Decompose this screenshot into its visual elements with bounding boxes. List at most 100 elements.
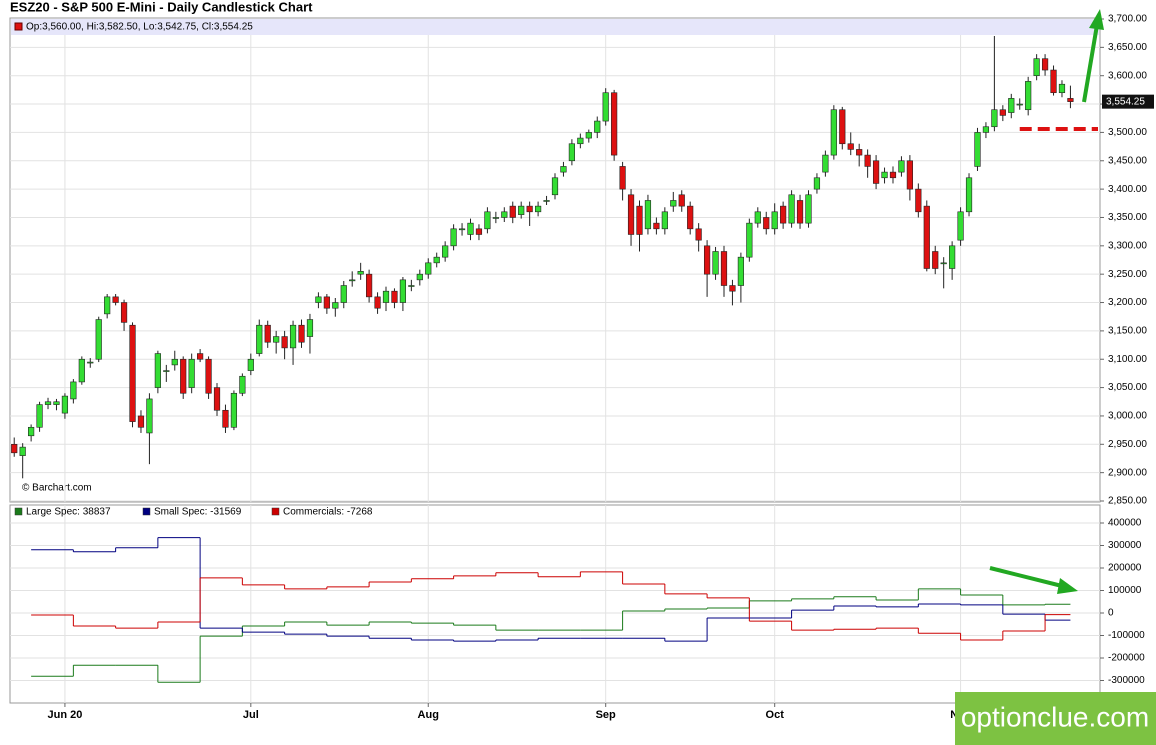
y-tick-label: -300000: [1108, 675, 1145, 686]
candle-body: [1058, 83, 1066, 94]
candle-body: [526, 205, 533, 213]
candle-body: [847, 143, 854, 150]
candle-body: [670, 200, 677, 207]
chart-title: ESZ20 - S&P 500 E-Mini - Daily Candlesti…: [10, 0, 313, 14]
candle-body: [70, 381, 77, 400]
candle-body: [999, 109, 1006, 116]
candle-body: [112, 296, 119, 303]
candle-body: [949, 245, 956, 269]
candle-body: [1033, 58, 1040, 77]
candle-body: [281, 336, 288, 349]
candle-body: [95, 319, 102, 360]
candle-body: [87, 361, 94, 364]
y-tick-label: 0: [1108, 608, 1114, 619]
candle-body: [180, 358, 187, 394]
y-tick-label: 400000: [1108, 518, 1142, 529]
candle-body: [856, 149, 863, 156]
candle-body: [205, 358, 212, 394]
candle-body: [543, 200, 550, 202]
candle-body: [1041, 58, 1049, 71]
legend-label: Small Spec: -31569: [154, 507, 242, 518]
candle-body: [78, 358, 85, 383]
candle-body: [864, 154, 871, 167]
candle-body: [754, 211, 761, 224]
candle-body: [813, 177, 821, 190]
y-tick-label: 3,500.00: [1108, 127, 1147, 138]
candle-body: [560, 166, 567, 173]
y-tick-label: 3,700.00: [1108, 14, 1147, 25]
candle-body: [11, 443, 18, 454]
candle-body: [1050, 69, 1057, 94]
y-tick-label: 3,250.00: [1108, 269, 1147, 280]
candle-body: [619, 166, 626, 190]
candle-body: [932, 251, 939, 269]
candle-body: [349, 279, 356, 282]
candle-body: [484, 211, 491, 230]
candle-body: [501, 211, 508, 218]
legend-swatch: [14, 507, 23, 516]
candle-body: [467, 222, 474, 235]
candle-body: [306, 319, 314, 337]
candle-body: [898, 160, 905, 173]
legend-swatch: [142, 507, 151, 516]
x-tick-label: Jun 20: [47, 709, 82, 721]
candle-body: [729, 285, 736, 292]
candle-body: [247, 358, 254, 371]
candle-body: [644, 200, 652, 230]
down-arrow-head: [1057, 578, 1078, 594]
y-tick-label: 2,850.00: [1108, 496, 1147, 507]
candle-body: [906, 160, 913, 190]
candle-body: [137, 415, 145, 428]
candle-body: [577, 137, 584, 145]
candle-body: [146, 398, 153, 434]
candle-body: [61, 395, 69, 414]
y-tick-label: 3,050.00: [1108, 382, 1147, 393]
candle-body: [720, 251, 728, 286]
legend-label: Commercials: -7268: [283, 507, 373, 518]
candle-body: [788, 194, 795, 224]
candle-body: [712, 251, 719, 275]
candle-body: [1008, 98, 1015, 113]
y-tick-label: 3,400.00: [1108, 184, 1147, 195]
candle-body: [458, 228, 466, 231]
candle-body: [796, 200, 804, 224]
y-tick-label: -100000: [1108, 630, 1145, 641]
candle-body: [273, 336, 280, 343]
candle-body: [222, 409, 229, 428]
candle-body: [830, 109, 837, 156]
candle-body: [636, 205, 643, 235]
candle-body: [197, 353, 204, 360]
candle-body: [687, 205, 694, 230]
candle-body: [213, 387, 221, 411]
candle-body: [357, 271, 364, 275]
candle-body: [425, 262, 432, 275]
candle-body: [611, 92, 618, 156]
candle-body: [585, 132, 592, 139]
candle-body: [551, 177, 559, 196]
candle-body: [695, 228, 702, 241]
candle-body: [763, 217, 770, 230]
candle-body: [416, 273, 423, 281]
candle-body: [366, 273, 373, 298]
candle-body: [315, 296, 322, 303]
candle-body: [974, 132, 981, 167]
candle-body: [678, 194, 685, 207]
candle-body: [965, 177, 973, 213]
candle-body: [450, 228, 457, 247]
candle-body: [129, 324, 136, 422]
x-tick-label: Oct: [766, 709, 785, 721]
candle-body: [289, 324, 297, 349]
y-tick-label: -200000: [1108, 653, 1145, 664]
y-tick-label: 3,600.00: [1108, 70, 1147, 81]
candle-body: [594, 120, 601, 133]
source: © Barchart.com: [22, 483, 92, 494]
candle-body: [653, 222, 660, 230]
candle-body: [940, 262, 947, 265]
legend-label: Large Spec: 38837: [26, 507, 111, 518]
y-tick-label: 2,900.00: [1108, 467, 1147, 478]
candle-body: [264, 324, 271, 343]
down-arrow: [989, 566, 1063, 588]
y-tick-label: 3,350.00: [1108, 212, 1147, 223]
y-tick-label: 200000: [1108, 563, 1142, 574]
